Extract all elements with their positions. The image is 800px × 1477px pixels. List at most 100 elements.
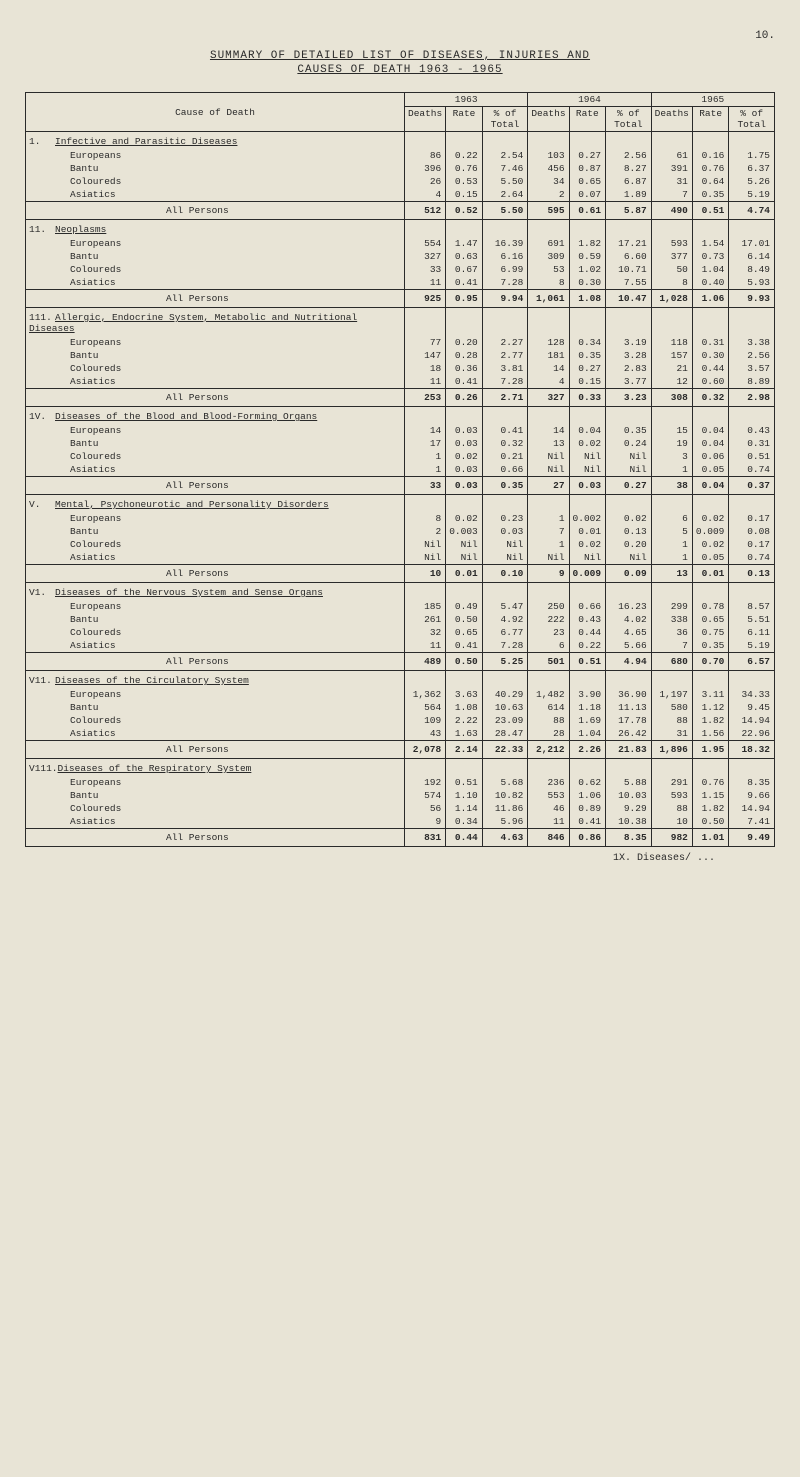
section-heading: 1V.Diseases of the Blood and Blood-Formi… (26, 407, 405, 425)
data-cell: 10 (651, 815, 692, 829)
data-cell: Nil (528, 551, 569, 565)
data-cell: 3.28 (606, 349, 652, 362)
data-cell: 0.009 (692, 525, 729, 538)
data-cell: 22.96 (729, 727, 775, 741)
header-cause: Cause of Death (26, 93, 405, 132)
data-cell: 0.87 (569, 162, 606, 175)
data-cell: 109 (405, 714, 446, 727)
section-heading: 1.Infective and Parasitic Diseases (26, 132, 405, 150)
subgroup-label: Asiatics (26, 463, 405, 477)
total-cell: 3.23 (606, 389, 652, 407)
total-label: All Persons (26, 829, 405, 847)
data-cell: 6.99 (482, 263, 528, 276)
subgroup-label: Asiatics (26, 375, 405, 389)
data-cell: 32 (405, 626, 446, 639)
total-cell: 2.98 (729, 389, 775, 407)
data-cell: 33 (405, 263, 446, 276)
data-cell: 9 (405, 815, 446, 829)
data-cell: 1.12 (692, 701, 729, 714)
section-heading: V111.Diseases of the Respiratory System (26, 759, 405, 777)
total-cell: 6.57 (729, 653, 775, 671)
total-cell: 2.71 (482, 389, 528, 407)
data-cell: 0.51 (446, 776, 483, 789)
total-cell: 0.26 (446, 389, 483, 407)
data-cell: 0.07 (569, 188, 606, 202)
data-cell: 5.68 (482, 776, 528, 789)
data-cell: 0.16 (692, 149, 729, 162)
subgroup-label: Asiatics (26, 639, 405, 653)
data-cell: 8 (405, 512, 446, 525)
data-cell: 0.49 (446, 600, 483, 613)
data-cell: 593 (651, 789, 692, 802)
data-cell: 0.22 (569, 639, 606, 653)
total-cell: 38 (651, 477, 692, 495)
data-cell: 3.81 (482, 362, 528, 375)
data-cell: 2.27 (482, 336, 528, 349)
subgroup-label: Coloureds (26, 714, 405, 727)
data-cell: 10.38 (606, 815, 652, 829)
data-cell: Nil (482, 538, 528, 551)
data-cell: 9.45 (729, 701, 775, 714)
data-cell: 222 (528, 613, 569, 626)
data-cell: 0.02 (692, 512, 729, 525)
total-cell: 1.01 (692, 829, 729, 847)
section-heading: V11.Diseases of the Circulatory System (26, 671, 405, 689)
data-cell: 0.53 (446, 175, 483, 188)
total-cell: 0.37 (729, 477, 775, 495)
total-cell: 0.009 (569, 565, 606, 583)
header-col: Deaths (405, 107, 446, 132)
data-cell: 8 (651, 276, 692, 290)
total-cell: 10.47 (606, 290, 652, 308)
header-year: 1964 (528, 93, 651, 107)
total-cell: 22.33 (482, 741, 528, 759)
data-cell: Nil (606, 463, 652, 477)
data-cell: 88 (528, 714, 569, 727)
data-cell: 1.04 (692, 263, 729, 276)
data-cell: 0.32 (482, 437, 528, 450)
data-cell: 0.04 (692, 424, 729, 437)
total-cell: 21.83 (606, 741, 652, 759)
data-cell: 1.82 (692, 714, 729, 727)
total-cell: 33 (405, 477, 446, 495)
total-cell: 0.09 (606, 565, 652, 583)
data-cell: Nil (569, 463, 606, 477)
data-cell: 9.66 (729, 789, 775, 802)
data-cell: 181 (528, 349, 569, 362)
data-cell: 0.40 (692, 276, 729, 290)
data-cell: 0.02 (569, 437, 606, 450)
subgroup-label: Bantu (26, 613, 405, 626)
section-heading: V.Mental, Psychoneurotic and Personality… (26, 495, 405, 513)
data-cell: 0.78 (692, 600, 729, 613)
data-cell: 1,197 (651, 688, 692, 701)
data-cell: 1,362 (405, 688, 446, 701)
data-cell: 5.47 (482, 600, 528, 613)
data-cell: 614 (528, 701, 569, 714)
subgroup-label: Europeans (26, 424, 405, 437)
total-cell: 27 (528, 477, 569, 495)
title-block: SUMMARY OF DETAILED LIST OF DISEASES, IN… (145, 50, 655, 78)
data-cell: 1.54 (692, 237, 729, 250)
data-cell: 0.35 (569, 349, 606, 362)
data-cell: 0.65 (446, 626, 483, 639)
data-cell: 1 (528, 512, 569, 525)
total-cell: 831 (405, 829, 446, 847)
data-cell: 34.33 (729, 688, 775, 701)
data-cell: 7.28 (482, 639, 528, 653)
data-cell: 10.82 (482, 789, 528, 802)
subgroup-label: Bantu (26, 525, 405, 538)
data-cell: 185 (405, 600, 446, 613)
data-cell: 192 (405, 776, 446, 789)
data-cell: 34 (528, 175, 569, 188)
data-cell: 6.37 (729, 162, 775, 175)
data-cell: 2.54 (482, 149, 528, 162)
total-cell: 1,028 (651, 290, 692, 308)
data-cell: 5.50 (482, 175, 528, 188)
subgroup-label: Bantu (26, 162, 405, 175)
subgroup-label: Europeans (26, 336, 405, 349)
total-label: All Persons (26, 653, 405, 671)
data-cell: 14 (528, 362, 569, 375)
total-cell: 0.03 (569, 477, 606, 495)
section-heading: 111.Allergic, Endocrine System, Metaboli… (26, 308, 405, 337)
data-cell: Nil (405, 538, 446, 551)
subgroup-label: Europeans (26, 688, 405, 701)
